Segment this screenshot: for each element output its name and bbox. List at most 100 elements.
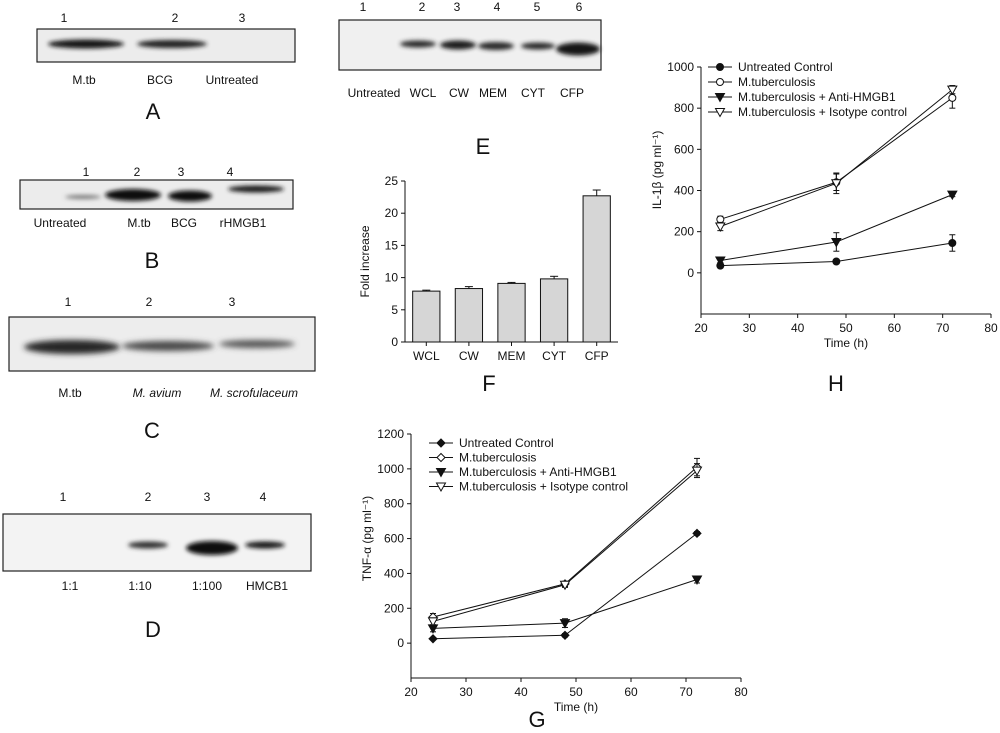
blot-e-band (478, 42, 514, 50)
data-point-marker (714, 256, 726, 267)
y-tick-label: 800 (674, 101, 694, 115)
y-tick-label: 15 (385, 238, 399, 252)
blot-e-lane-number: 3 (454, 0, 461, 14)
blot-e-lane-label: CYT (521, 86, 546, 100)
data-point-marker (948, 238, 957, 247)
blot-c-lane-label: M. scrofulaceum (210, 386, 298, 400)
panel-letter-e: E (476, 134, 491, 159)
y-tick-label: 800 (384, 497, 404, 511)
data-point-marker (716, 63, 724, 71)
blot-c-band (219, 340, 295, 348)
panel-letter-d: D (145, 617, 161, 642)
legend-label: Untreated Control (459, 436, 554, 450)
blot-a-lane-label: M.tb (72, 73, 96, 87)
panel-letter-b: B (145, 248, 160, 273)
legend-label: M.tuberculosis (459, 451, 536, 465)
y-tick-label: 200 (674, 225, 694, 239)
x-tick-label: 80 (984, 321, 998, 335)
x-tick-label: CYT (542, 349, 567, 363)
blot-panel-a: 1 2 3 M.tb BCG Untreated A (36, 11, 296, 124)
blot-a-lane-number: 3 (239, 11, 246, 25)
blot-c-band (122, 341, 214, 351)
data-point-marker (436, 438, 446, 448)
blot-c-lane-label: M. avium (133, 386, 182, 400)
x-tick-label: 70 (936, 321, 950, 335)
y-tick-label: 600 (674, 142, 694, 156)
data-point-marker (691, 466, 703, 477)
blot-a-lane-number: 1 (61, 11, 68, 25)
y-tick-label: 200 (384, 601, 404, 615)
data-point-marker (714, 108, 726, 118)
y-tick-label: 1000 (667, 60, 694, 74)
data-point-marker (435, 482, 447, 493)
x-tick-label: 60 (624, 685, 638, 699)
blot-panel-e: 1 2 3 4 5 6 Untreated WCL CW MEM CYT CFP… (338, 0, 602, 159)
data-point-marker (428, 634, 438, 644)
blot-b-lane-label: M.tb (127, 216, 151, 230)
data-point-marker (832, 257, 841, 266)
blot-b-band (168, 190, 212, 202)
x-tick-label: CW (459, 349, 480, 363)
data-point-marker (559, 619, 571, 629)
y-axis-title: TNF-α (pg ml⁻¹) (360, 496, 374, 581)
x-axis-title: Time (h) (554, 700, 598, 714)
blot-e-lane-label: CFP (560, 86, 584, 100)
blot-d-lane-number: 2 (145, 490, 152, 504)
blot-e-lane-number: 5 (534, 0, 541, 14)
blot-b-lane-label: rHMGB1 (220, 216, 267, 230)
x-tick-label: 80 (734, 685, 748, 699)
y-tick-label: 25 (385, 174, 399, 188)
data-point-marker (946, 190, 958, 201)
data-point-marker (714, 222, 726, 233)
blot-d-lane-label: 1:10 (128, 579, 152, 593)
blot-d-lane-label: HMCB1 (246, 579, 288, 593)
x-tick-label: 20 (404, 685, 418, 699)
legend-label: M.tuberculosis (738, 75, 815, 89)
blot-a-band (48, 39, 124, 49)
blot-panel-d: 1 2 3 4 1:1 1:10 1:100 HMCB1 D (2, 490, 312, 642)
y-axis-title: IL-1β (pg ml⁻¹) (650, 131, 664, 210)
y-tick-label: 0 (391, 335, 398, 349)
blot-a-lane-number: 2 (172, 11, 179, 25)
data-point-marker (830, 237, 842, 248)
blot-c-lane-number: 1 (65, 295, 72, 309)
data-point-marker (427, 617, 439, 627)
bar (539, 278, 569, 343)
blot-e-lane-label: WCL (410, 86, 437, 100)
blot-b-band (65, 195, 101, 199)
blot-panel-c: 1 2 3 M.tb M. avium M. scrofulaceum C (8, 295, 316, 443)
legend: Untreated ControlM.tuberculosisM.tubercu… (708, 60, 907, 119)
x-tick-label: 20 (694, 321, 708, 335)
data-point-marker (946, 85, 958, 96)
x-tick-label: CFP (585, 349, 609, 363)
blot-c-lane-number: 3 (229, 295, 236, 309)
blot-b-lane-number: 2 (134, 165, 141, 179)
blot-e-band (556, 42, 600, 56)
blot-d-lane-label: 1:1 (62, 579, 79, 593)
y-tick-label: 600 (384, 532, 404, 546)
panel-letter-f: F (482, 371, 495, 396)
x-tick-label: 40 (791, 321, 805, 335)
blot-c-lane-number: 2 (146, 295, 153, 309)
data-point-marker (714, 93, 726, 103)
series (427, 575, 703, 634)
data-point-marker (716, 78, 724, 86)
panel-letter-h: H (828, 371, 844, 396)
blot-d-lane-number: 1 (60, 490, 67, 504)
x-tick-label: 50 (569, 685, 583, 699)
x-tick-label: 60 (888, 321, 902, 335)
data-point-marker (435, 468, 447, 478)
blot-a-lane-label: BCG (147, 73, 173, 87)
blot-a-band (137, 40, 207, 48)
bar-chart-fold-increase: 0 5 10 15 20 25 WCL CW MEM CYT CFP Fold increase (358, 174, 618, 363)
legend-label: M.tuberculosis + Isotype control (459, 480, 628, 494)
blot-e-band (521, 42, 555, 50)
legend-label: Untreated Control (738, 60, 833, 74)
blot-b-band (228, 185, 284, 193)
data-point-marker (560, 630, 570, 641)
blot-e-lane-label: CW (449, 86, 470, 100)
blot-e-lane-label: MEM (479, 86, 507, 100)
blot-e-lane-number: 1 (360, 0, 367, 14)
